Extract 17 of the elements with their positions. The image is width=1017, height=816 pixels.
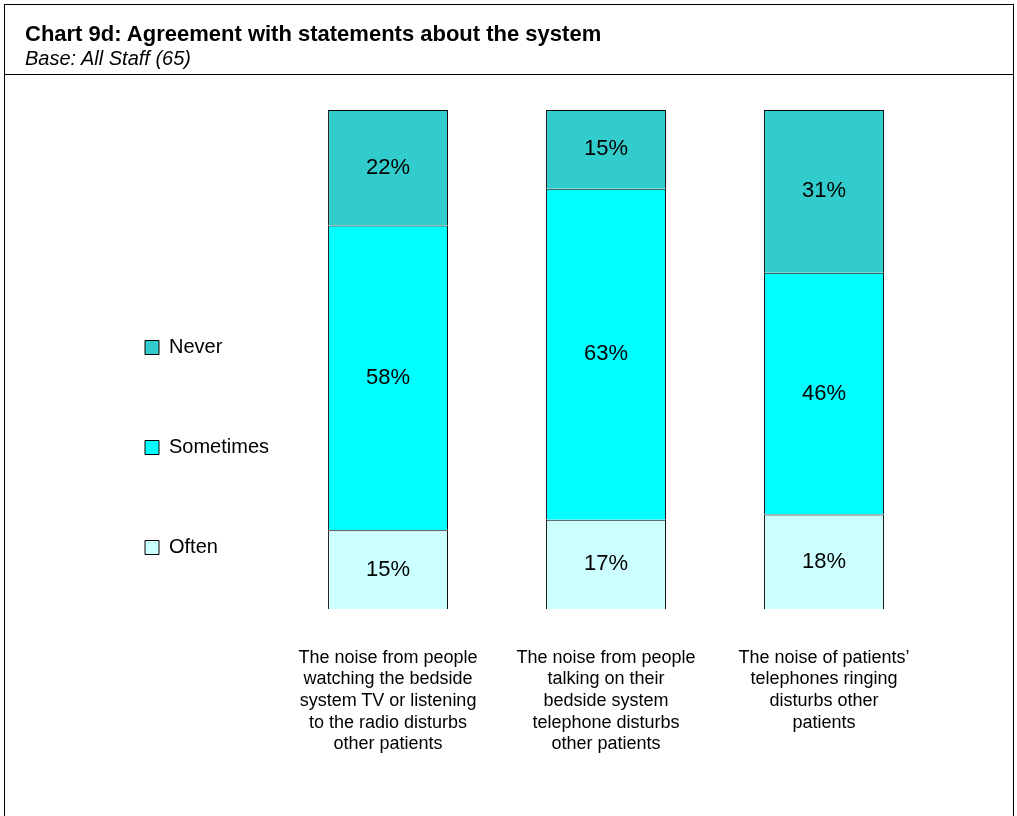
data-label: 17%	[583, 550, 629, 576]
legend-label: Never	[169, 335, 223, 358]
legend-label: Often	[169, 535, 218, 558]
data-label: 18%	[801, 547, 847, 573]
data-label: 22%	[366, 153, 411, 179]
chart-title: Chart 9d: Agreement with statements about the system	[25, 21, 603, 47]
x-tick-label: The noise of patients’ telephones ringing disturbs other patients	[738, 646, 910, 732]
data-label: 15%	[583, 135, 629, 161]
data-label: 31%	[801, 177, 847, 203]
text: Base: All Staff (65)	[25, 47, 192, 70]
data-label: 63%	[583, 340, 629, 366]
x-tick-label: The noise from people talking on their bedside system telephone disturbs other patients	[516, 646, 696, 754]
x-tick-label: The noise from people watching the bedside system TV or listening to the radio disturbs other patients	[298, 646, 478, 754]
data-label: 58%	[366, 363, 411, 389]
data-label: 15%	[366, 555, 411, 581]
data-label: 46%	[801, 379, 847, 405]
legend-label: Sometimes	[169, 435, 270, 458]
